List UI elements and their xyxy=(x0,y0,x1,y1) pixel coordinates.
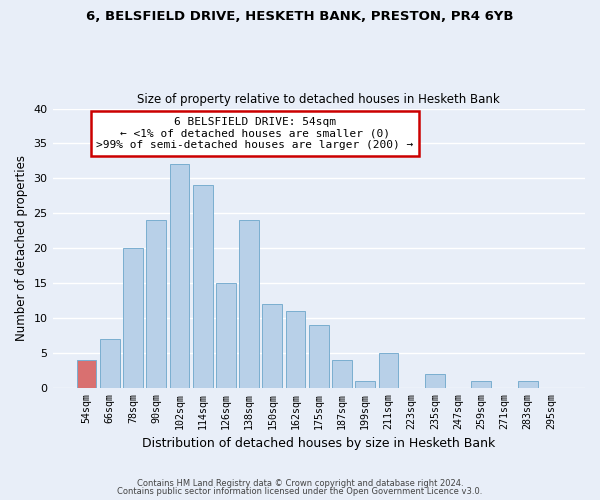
Y-axis label: Number of detached properties: Number of detached properties xyxy=(15,155,28,341)
Bar xyxy=(100,339,119,388)
Bar xyxy=(309,325,329,388)
Text: Contains public sector information licensed under the Open Government Licence v3: Contains public sector information licen… xyxy=(118,487,482,496)
Bar xyxy=(123,248,143,388)
Text: Contains HM Land Registry data © Crown copyright and database right 2024.: Contains HM Land Registry data © Crown c… xyxy=(137,478,463,488)
Bar xyxy=(355,381,375,388)
Bar xyxy=(472,381,491,388)
Bar xyxy=(332,360,352,388)
Bar xyxy=(170,164,190,388)
Bar xyxy=(216,283,236,388)
Bar xyxy=(286,311,305,388)
Bar xyxy=(379,353,398,388)
Bar xyxy=(146,220,166,388)
Bar xyxy=(239,220,259,388)
Title: Size of property relative to detached houses in Hesketh Bank: Size of property relative to detached ho… xyxy=(137,93,500,106)
Text: 6 BELSFIELD DRIVE: 54sqm
← <1% of detached houses are smaller (0)
>99% of semi-d: 6 BELSFIELD DRIVE: 54sqm ← <1% of detach… xyxy=(96,117,413,150)
Bar xyxy=(425,374,445,388)
Bar xyxy=(193,186,212,388)
Bar xyxy=(77,360,97,388)
Text: 6, BELSFIELD DRIVE, HESKETH BANK, PRESTON, PR4 6YB: 6, BELSFIELD DRIVE, HESKETH BANK, PRESTO… xyxy=(86,10,514,23)
X-axis label: Distribution of detached houses by size in Hesketh Bank: Distribution of detached houses by size … xyxy=(142,437,496,450)
Bar xyxy=(518,381,538,388)
Bar xyxy=(262,304,282,388)
